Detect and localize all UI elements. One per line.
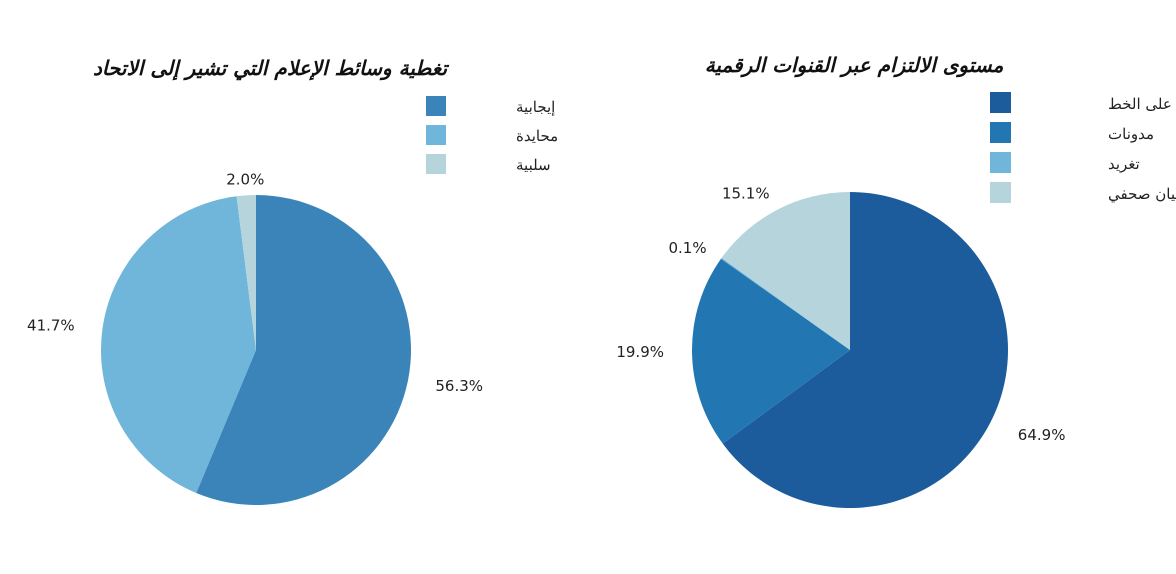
legend-swatch bbox=[426, 96, 446, 116]
pie-chart-media-coverage: تغطية وسائط الإعلام التي تشير إلى الاتحا… bbox=[27, 56, 558, 505]
slice-data-label: 41.7% bbox=[27, 316, 75, 334]
chart-title: مستوى الالتزام عبر القنوات الرقمية bbox=[705, 53, 1004, 78]
slice-data-label: 15.1% bbox=[722, 184, 770, 202]
pie-slice bbox=[722, 192, 1008, 508]
pie-slice bbox=[721, 192, 850, 350]
legend-label: تغريد bbox=[1108, 155, 1140, 173]
chart-panel-media-coverage: تغطية وسائط الإعلام التي تشير إلى الاتحا… bbox=[27, 56, 558, 505]
legend-label: سلبية bbox=[516, 156, 551, 174]
pie-slice bbox=[196, 195, 412, 505]
legend-swatch bbox=[990, 122, 1011, 143]
legend-label: مدونات bbox=[1108, 125, 1154, 143]
chart-panel-digital-engagement: مستوى الالتزام عبر القنوات الرقمية 64.9%… bbox=[588, 0, 1176, 574]
chart-title: تغطية وسائط الإعلام التي تشير إلى الاتحا… bbox=[93, 56, 449, 81]
legend-label: بيان صحفي bbox=[1108, 185, 1176, 203]
slice-data-label: 64.9% bbox=[1018, 426, 1066, 444]
pie-slice bbox=[691, 258, 850, 444]
legend-swatch bbox=[990, 152, 1011, 173]
legend-swatch bbox=[990, 92, 1011, 113]
legend-label: محايدة bbox=[516, 127, 558, 145]
pie-slice bbox=[236, 195, 256, 350]
legend-label: أنباء على الخط bbox=[1108, 94, 1176, 113]
legend-swatch bbox=[990, 182, 1011, 203]
pie-slice bbox=[721, 257, 850, 350]
legend-swatch bbox=[426, 154, 446, 174]
slice-data-label: 0.1% bbox=[668, 239, 706, 257]
pie-chart-digital-engagement: مستوى الالتزام عبر القنوات الرقمية 64.9%… bbox=[616, 53, 1176, 508]
slice-data-label: 2.0% bbox=[226, 170, 264, 188]
legend-label: إيجابية bbox=[516, 98, 555, 116]
slice-data-label: 19.9% bbox=[616, 343, 664, 361]
slice-data-label: 56.3% bbox=[435, 377, 483, 395]
pie-slice bbox=[100, 196, 256, 494]
legend-swatch bbox=[426, 125, 446, 145]
